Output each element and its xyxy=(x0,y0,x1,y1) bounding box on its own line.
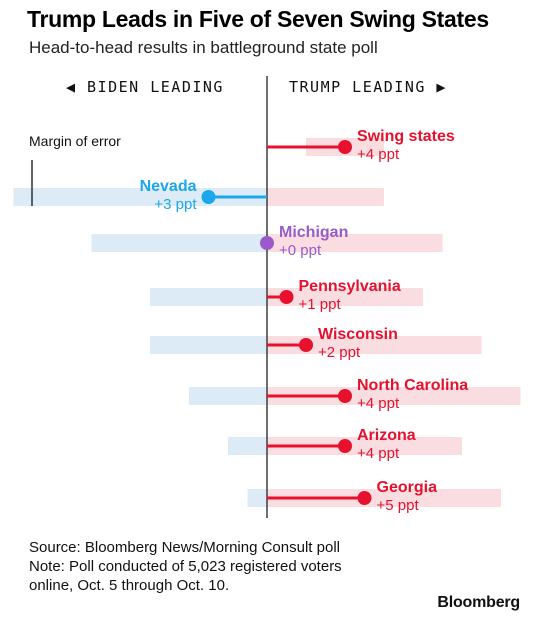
note-text: Note: Poll conducted of 5,023 registered… xyxy=(29,558,342,594)
trump-leading-label: TRUMP LEADING ▶ xyxy=(289,78,447,96)
value-label: +4 ppt xyxy=(357,146,400,163)
data-point xyxy=(201,190,216,204)
category-label: Michigan xyxy=(279,224,348,241)
value-label: +0 ppt xyxy=(279,242,322,259)
moe-band-biden xyxy=(91,234,267,252)
value-label: +3 ppt xyxy=(154,196,197,213)
source-note: Source: Bloomberg News/Morning Consult p… xyxy=(29,538,374,595)
bloomberg-logo: Bloomberg xyxy=(437,594,520,611)
data-point xyxy=(260,236,274,250)
moe-band-trump xyxy=(267,234,443,252)
moe-legend-label: Margin of error xyxy=(29,133,121,149)
moe-band-biden xyxy=(247,489,267,507)
moe-band-trump xyxy=(267,288,423,306)
moe-band-trump xyxy=(267,437,462,455)
moe-band-trump xyxy=(267,336,482,354)
moe-band-biden xyxy=(150,288,267,306)
data-point xyxy=(279,290,294,304)
value-label: +4 ppt xyxy=(357,395,400,412)
moe-band-trump xyxy=(267,489,501,507)
dot-plot-chart: Margin of error Swing states+4 pptNevada+… xyxy=(13,76,521,518)
value-label: +4 ppt xyxy=(357,445,400,462)
source-text: Source: Bloomberg News/Morning Consult p… xyxy=(29,539,340,556)
moe-band-trump xyxy=(267,387,521,405)
data-point xyxy=(338,439,352,453)
chart-title: Trump Leads in Five of Seven Swing State… xyxy=(27,6,489,32)
biden-leading-label: ◀ BIDEN LEADING xyxy=(66,78,224,96)
data-point xyxy=(338,389,352,403)
value-label: +5 ppt xyxy=(377,497,420,514)
category-label: Swing states xyxy=(357,128,455,145)
category-label: Wisconsin xyxy=(318,326,398,343)
moe-band-biden xyxy=(228,437,267,455)
category-label: Arizona xyxy=(357,427,416,444)
value-label: +2 ppt xyxy=(318,344,361,361)
data-point xyxy=(299,338,313,352)
category-label: Pennsylvania xyxy=(299,278,401,295)
category-label: Georgia xyxy=(377,479,438,496)
category-label: Nevada xyxy=(140,178,197,195)
moe-band-biden xyxy=(150,336,267,354)
value-label: +1 ppt xyxy=(299,296,342,313)
moe-band-biden xyxy=(189,387,267,405)
data-point xyxy=(357,491,372,505)
data-point xyxy=(338,140,352,154)
moe-band-trump xyxy=(267,188,384,206)
chart-subtitle: Head-to-head results in battleground sta… xyxy=(29,38,378,57)
category-label: North Carolina xyxy=(357,377,468,394)
